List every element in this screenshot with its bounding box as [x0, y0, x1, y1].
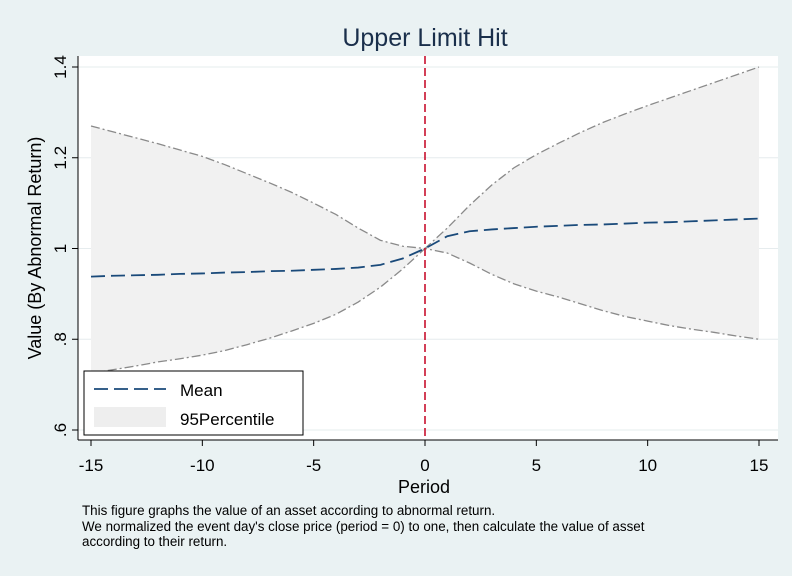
- x-tick-label: 15: [750, 456, 769, 475]
- x-ticks: -15 -10 -5 0 5 10 15: [79, 440, 769, 475]
- y-axis-label: Value (By Abnormal Return): [25, 137, 45, 360]
- x-tick-label: 10: [638, 456, 657, 475]
- note-line: We normalized the event day's close pric…: [82, 518, 645, 534]
- chart-title: Upper Limit Hit: [342, 24, 507, 52]
- x-tick-label: 5: [532, 456, 541, 475]
- legend: Mean 95Percentile: [83, 370, 304, 436]
- x-tick-label: 0: [420, 456, 429, 475]
- x-tick-label: -15: [79, 456, 104, 475]
- x-tick-label: -10: [190, 456, 215, 475]
- y-tick-label: .6: [51, 423, 70, 437]
- legend-mean-label: Mean: [180, 381, 223, 400]
- legend-band-label: 95Percentile: [180, 410, 275, 429]
- y-tick-label: 1: [51, 244, 70, 253]
- mean-series: [90, 217, 760, 278]
- band-area: [91, 67, 759, 374]
- y-tick-label: 1.4: [51, 55, 70, 79]
- note-line: according to their return.: [82, 534, 228, 549]
- y-tick-label: 1.2: [51, 146, 70, 170]
- x-tick-label: -5: [306, 456, 321, 475]
- x-axis-label: Period: [398, 477, 450, 497]
- figure-note: This figure graphs the value of an asset…: [82, 503, 782, 550]
- mean-line: [90, 217, 760, 278]
- y-tick-label: .8: [51, 332, 70, 346]
- y-ticks: .6 .8 1 1.2 1.4: [51, 55, 78, 437]
- legend-band-swatch: [94, 407, 166, 427]
- note-line: This figure graphs the value of an asset…: [82, 503, 496, 518]
